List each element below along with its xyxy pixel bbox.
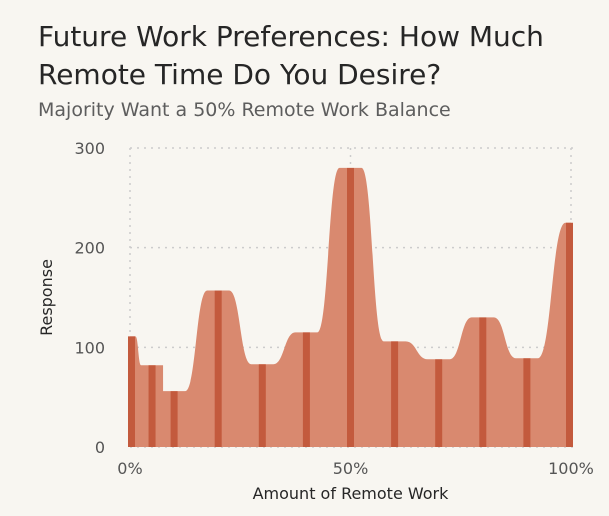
response-bar <box>435 359 443 447</box>
response-bar <box>391 341 399 447</box>
x-tick-label: 50% <box>333 459 369 478</box>
response-bar <box>302 332 310 447</box>
bar-layer <box>128 167 573 447</box>
response-bar <box>479 317 487 447</box>
chart-title: Future Work Preferences: How Much Remote… <box>38 20 544 91</box>
y-tick-label: 0 <box>95 438 105 457</box>
tick-layer: 0 100 200 300 0% 50% 100% <box>74 139 593 478</box>
y-axis-label: Response <box>37 259 56 336</box>
response-bar <box>566 222 573 447</box>
response-bar <box>148 365 156 447</box>
y-tick-label: 100 <box>74 338 105 357</box>
response-bar <box>170 391 178 447</box>
response-bar <box>347 167 354 447</box>
y-tick-label: 200 <box>74 239 105 258</box>
response-bar <box>214 290 222 447</box>
x-tick-label: 0% <box>117 459 142 478</box>
x-axis-label: Amount of Remote Work <box>253 484 450 503</box>
chart-subtitle: Majority Want a 50% Remote Work Balance <box>38 99 451 121</box>
x-tick-label: 100% <box>548 459 594 478</box>
response-bar <box>128 336 135 447</box>
response-bar <box>258 364 266 447</box>
response-bar <box>523 358 531 447</box>
y-tick-label: 300 <box>74 139 105 158</box>
